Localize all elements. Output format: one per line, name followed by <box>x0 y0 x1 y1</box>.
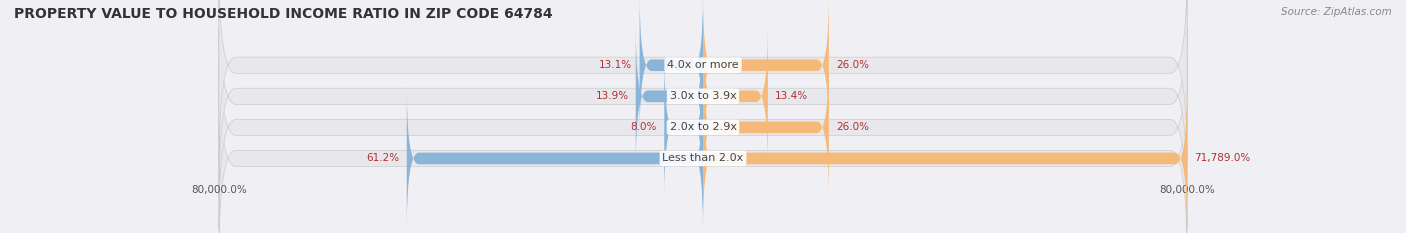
Text: Less than 2.0x: Less than 2.0x <box>662 154 744 163</box>
FancyBboxPatch shape <box>640 0 703 137</box>
FancyBboxPatch shape <box>219 27 1187 228</box>
Text: 2.0x to 2.9x: 2.0x to 2.9x <box>669 122 737 132</box>
Text: 71,789.0%: 71,789.0% <box>1194 154 1250 163</box>
Text: 3.0x to 3.9x: 3.0x to 3.9x <box>669 91 737 101</box>
Text: 4.0x or more: 4.0x or more <box>668 60 738 70</box>
Text: 8.0%: 8.0% <box>631 122 657 132</box>
FancyBboxPatch shape <box>636 24 703 168</box>
FancyBboxPatch shape <box>406 87 703 230</box>
Text: 13.9%: 13.9% <box>595 91 628 101</box>
FancyBboxPatch shape <box>703 24 768 168</box>
Text: 13.1%: 13.1% <box>599 60 633 70</box>
FancyBboxPatch shape <box>664 55 703 199</box>
FancyBboxPatch shape <box>703 0 830 137</box>
Text: 26.0%: 26.0% <box>837 122 869 132</box>
Text: Source: ZipAtlas.com: Source: ZipAtlas.com <box>1281 7 1392 17</box>
Text: 26.0%: 26.0% <box>837 60 869 70</box>
FancyBboxPatch shape <box>219 58 1187 233</box>
FancyBboxPatch shape <box>219 0 1187 197</box>
FancyBboxPatch shape <box>703 55 830 199</box>
FancyBboxPatch shape <box>219 0 1187 166</box>
Text: 61.2%: 61.2% <box>367 154 399 163</box>
Text: PROPERTY VALUE TO HOUSEHOLD INCOME RATIO IN ZIP CODE 64784: PROPERTY VALUE TO HOUSEHOLD INCOME RATIO… <box>14 7 553 21</box>
FancyBboxPatch shape <box>703 87 1187 230</box>
Text: 13.4%: 13.4% <box>775 91 808 101</box>
